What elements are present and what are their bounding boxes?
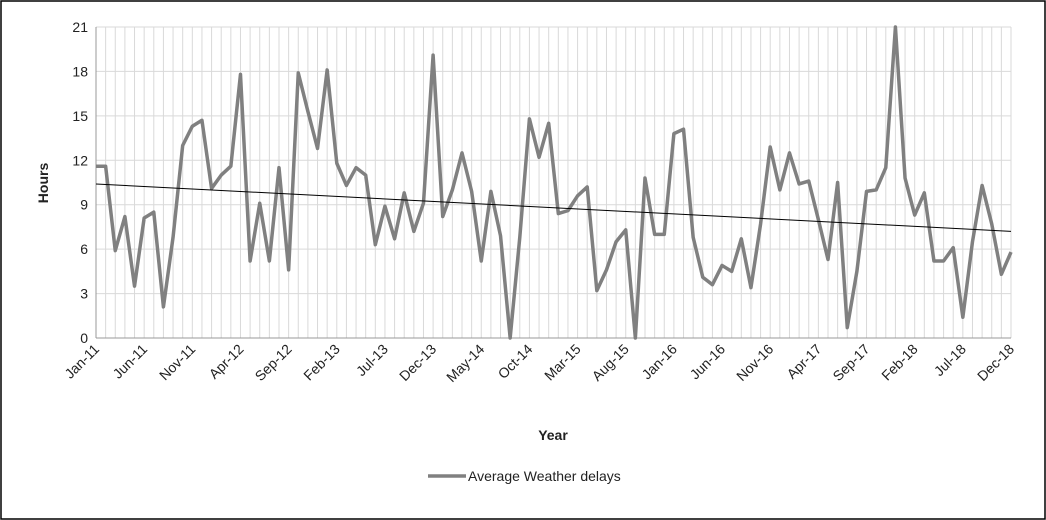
y-tick-label: 9 [80, 197, 88, 213]
legend-label: Average Weather delays [468, 468, 621, 484]
x-axis-title: Year [538, 427, 568, 443]
y-tick-label: 3 [80, 286, 88, 302]
y-tick-label: 21 [72, 19, 88, 35]
y-tick-label: 18 [72, 63, 88, 79]
y-tick-label: 12 [72, 152, 88, 168]
y-axis-title: Hours [35, 163, 51, 204]
y-tick-label: 0 [80, 330, 88, 346]
data-line [96, 25, 1013, 340]
y-tick-label: 15 [72, 108, 88, 124]
trendline [95, 183, 1012, 232]
y-tick-label: 6 [80, 241, 88, 257]
